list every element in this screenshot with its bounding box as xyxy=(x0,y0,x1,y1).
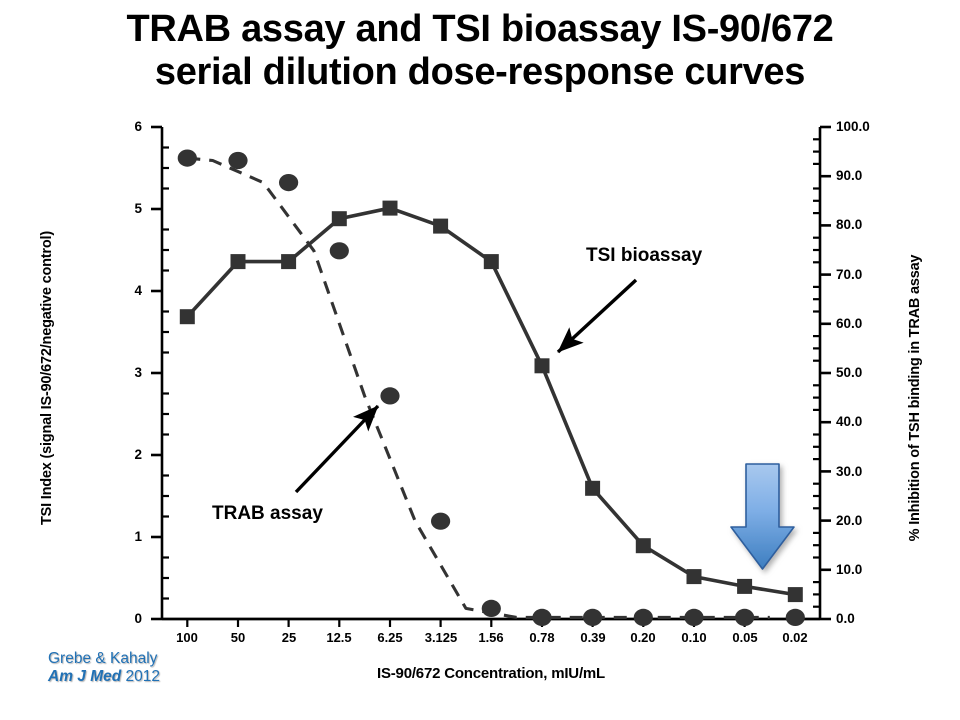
x-tick-0-78: 0.78 xyxy=(529,630,555,645)
x-tick-1-56: 1.56 xyxy=(478,630,504,645)
y-tick-right-50: 50.0 xyxy=(836,365,863,380)
trab-annotation-arrow xyxy=(294,404,380,494)
series-trab-assay xyxy=(177,149,805,627)
y-tick-right-40: 40.0 xyxy=(836,414,863,429)
y-tick-left-3: 3 xyxy=(134,365,142,380)
y-axis-left xyxy=(151,125,169,621)
citation-journal: Am J Med xyxy=(48,668,122,686)
series-tsi-bioassay xyxy=(179,200,803,603)
y-tick-right-0: 0.0 xyxy=(836,611,855,626)
x-axis xyxy=(162,617,820,627)
y-tick-left-0: 0 xyxy=(134,611,142,626)
x-tick-0-20: 0.20 xyxy=(630,630,656,645)
x-tick-6-25: 6.25 xyxy=(377,630,403,645)
citation: Grebe & Kahaly Am J Med 2012 xyxy=(48,650,160,687)
series-tsi-markers xyxy=(179,200,803,603)
citation-year: 2012 xyxy=(121,668,161,686)
y-tick-right-20: 20.0 xyxy=(836,513,863,528)
series-trab-markers xyxy=(177,149,805,627)
y-axis-right-title: % Inhibition of TSH binding in TRAB assa… xyxy=(907,254,923,542)
y-tick-right-60: 60.0 xyxy=(836,316,863,331)
y-axis-left-title: TSI Index (signal IS-90/672/negative con… xyxy=(39,231,55,525)
y-tick-left-4: 4 xyxy=(134,283,142,298)
series-label-trab-assay: TRAB assay xyxy=(212,503,323,524)
y-tick-right-90: 90.0 xyxy=(836,168,863,183)
y-tick-right-100: 100.0 xyxy=(836,119,870,134)
x-tick-25: 25 xyxy=(281,630,297,645)
y-tick-right-10: 10.0 xyxy=(836,562,863,577)
page-title: TRAB assay and TSI bioassay IS-90/672 se… xyxy=(50,8,910,95)
x-tick-0-02: 0.02 xyxy=(782,630,808,645)
x-tick-50: 50 xyxy=(230,630,246,645)
x-tick-0-39: 0.39 xyxy=(580,630,606,645)
y-tick-left-2: 2 xyxy=(134,447,142,462)
y-axis-right xyxy=(813,125,831,621)
y-tick-right-30: 30.0 xyxy=(836,464,863,479)
x-tick-12-5: 12.5 xyxy=(326,630,352,645)
y-tick-right-70: 70.0 xyxy=(836,267,863,282)
x-tick-0-05: 0.05 xyxy=(732,630,758,645)
y-tick-right-80: 80.0 xyxy=(836,217,863,232)
y-tick-left-1: 1 xyxy=(134,529,142,544)
title-line-1: TRAB assay and TSI bioassay IS-90/672 xyxy=(126,8,834,50)
x-tick-3-125: 3.125 xyxy=(424,630,458,645)
x-tick-100: 100 xyxy=(176,630,198,645)
series-label-tsi-bioassay: TSI bioassay xyxy=(586,245,703,266)
y-tick-left-6: 6 xyxy=(134,119,142,134)
y-tick-left-5: 5 xyxy=(134,201,142,216)
down-arrow-icon xyxy=(730,463,795,570)
tsi-annotation-arrow xyxy=(556,278,638,354)
citation-reference: Am J Med 2012 xyxy=(48,668,160,686)
x-tick-0-10: 0.10 xyxy=(681,630,707,645)
x-axis-title: IS-90/672 Concentration, mIU/mL xyxy=(376,665,606,682)
citation-authors: Grebe & Kahaly xyxy=(48,650,158,667)
title-line-2: serial dilution dose-response curves xyxy=(154,51,806,94)
